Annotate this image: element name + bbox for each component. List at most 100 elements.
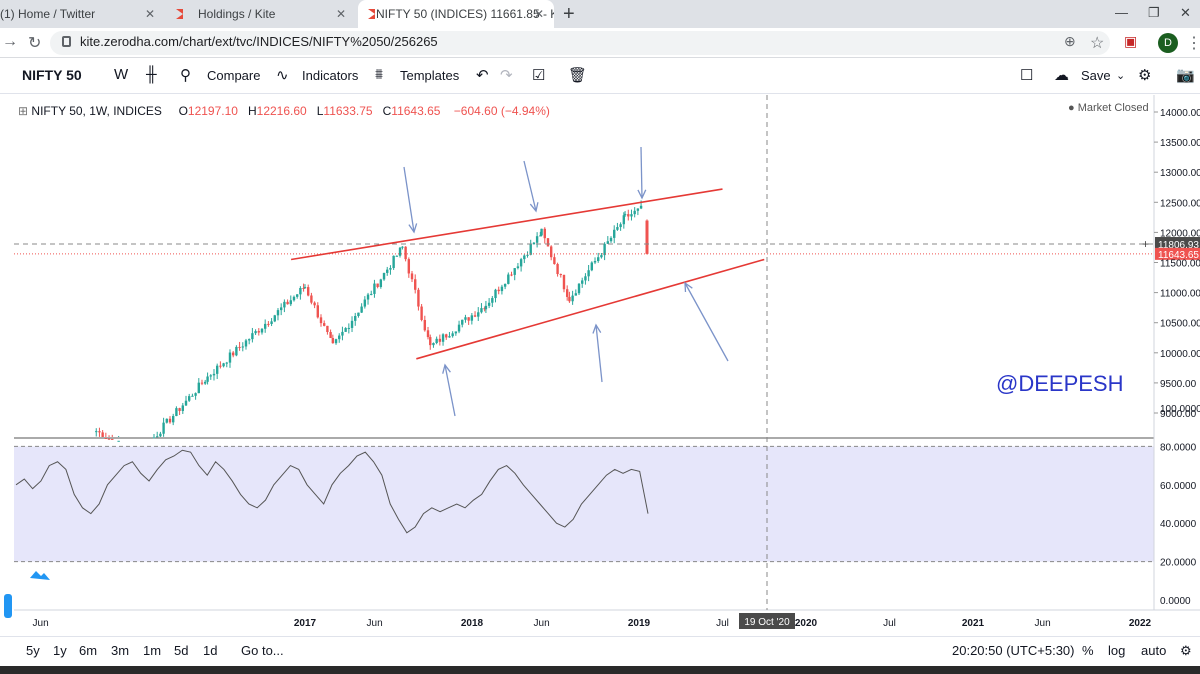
candle <box>480 308 483 313</box>
checkbox-icon[interactable]: ☑ <box>532 67 546 84</box>
reload-icon[interactable]: ↻ <box>28 35 42 52</box>
bookmark-star-icon[interactable]: ☆ <box>1090 35 1105 52</box>
templates-icon[interactable]: ⩩ <box>375 66 384 83</box>
browser-tab-nifty[interactable]: NIFTY 50 (INDICES) 11661.85 - Ki ✕ <box>358 0 554 28</box>
close-icon[interactable]: ✕ <box>144 7 155 21</box>
redo-icon[interactable]: ↷ <box>500 67 513 84</box>
new-tab-icon[interactable]: + <box>563 3 575 25</box>
close-window-icon[interactable]: ✕ <box>1180 5 1191 20</box>
candle <box>276 310 280 316</box>
templates-button[interactable]: Templates <box>400 68 460 83</box>
crosshair-price-label: 11806.93 <box>1158 240 1199 251</box>
settings-gear-icon[interactable]: ⚙ <box>1180 643 1192 658</box>
camera-icon[interactable]: 📷 <box>1176 67 1195 84</box>
candle <box>395 255 399 257</box>
close-icon[interactable]: ✕ <box>533 7 544 21</box>
annotation-arrow[interactable] <box>523 160 537 212</box>
legend-title: NIFTY 50, 1W, INDICES <box>31 104 162 118</box>
candle <box>577 283 581 294</box>
time-tick-label: Jul <box>716 618 729 629</box>
candle <box>283 301 286 308</box>
price-tick-label: 12500.00 <box>1160 198 1200 209</box>
side-panel-handle[interactable] <box>4 594 12 618</box>
candle <box>392 255 395 269</box>
candle <box>156 436 159 438</box>
url-text[interactable]: kite.zerodha.com/chart/ext/tvc/INDICES/N… <box>80 34 438 49</box>
omnibox[interactable] <box>50 31 1110 55</box>
goto-button[interactable]: Go to... <box>241 643 284 658</box>
annotation-arrow-head <box>592 323 602 334</box>
candle <box>98 431 101 433</box>
interval-button[interactable]: W <box>114 66 129 83</box>
upper-channel-trendline[interactable] <box>290 188 723 261</box>
candle <box>398 247 402 256</box>
indicators-icon[interactable]: ∿ <box>276 67 289 84</box>
candle <box>435 338 438 344</box>
minimize-icon[interactable]: — <box>1115 5 1128 20</box>
avatar[interactable]: D <box>1158 33 1178 53</box>
candle <box>286 301 289 305</box>
range-6m[interactable]: 6m <box>79 643 98 658</box>
indicators-button[interactable]: Indicators <box>302 68 359 83</box>
compare-button[interactable]: Compare <box>207 68 261 83</box>
candle <box>622 215 626 225</box>
log-toggle[interactable]: log <box>1108 643 1126 658</box>
candle <box>532 242 536 245</box>
crosshair-plus-icon[interactable]: + <box>1142 237 1149 251</box>
restore-icon[interactable]: ❐ <box>1148 5 1160 20</box>
price-tick-label: 13000.00 <box>1160 168 1200 179</box>
price-tick-label: 13500.00 <box>1160 138 1200 149</box>
range-5y[interactable]: 5y <box>26 643 40 658</box>
range-5d[interactable]: 5d <box>174 643 189 658</box>
save-button[interactable]: Save <box>1081 68 1111 83</box>
compare-icon[interactable]: ⚲ <box>180 67 191 84</box>
layout-icon[interactable]: ☐ <box>1020 67 1034 84</box>
last-price-label: 11643.65 <box>1158 250 1199 261</box>
gear-icon[interactable]: ⚙ <box>1138 67 1152 84</box>
range-1m[interactable]: 1m <box>143 643 162 658</box>
candle <box>553 257 556 265</box>
candles-icon[interactable]: ╫ <box>146 66 157 83</box>
candle <box>483 308 486 310</box>
close-icon[interactable]: ✕ <box>335 7 346 21</box>
undo-icon[interactable]: ↶ <box>476 67 489 84</box>
extension-icon[interactable]: ▣ <box>1124 33 1138 49</box>
annotation-arrow[interactable] <box>595 324 603 383</box>
candle <box>500 286 504 292</box>
legend-toggle-icon[interactable]: ⊞ <box>18 104 29 118</box>
candle <box>568 296 571 302</box>
candle <box>241 346 244 348</box>
chevron-down-icon[interactable]: ⌄ <box>1116 70 1126 82</box>
lower-channel-trendline[interactable] <box>416 258 765 360</box>
candle <box>111 438 114 440</box>
percent-toggle[interactable]: % <box>1082 643 1094 658</box>
candle <box>331 338 335 344</box>
annotation-arrow[interactable] <box>444 364 456 417</box>
browser-tab-holdings[interactable]: Holdings / Kite ✕ <box>166 0 356 28</box>
candle <box>251 333 254 340</box>
forward-icon[interactable]: → <box>2 33 18 50</box>
kite-logo-icon <box>176 9 190 19</box>
range-1y[interactable]: 1y <box>53 643 67 658</box>
candle <box>206 376 209 382</box>
candle <box>539 235 542 237</box>
browser-tab-twitter[interactable]: (1) Home / Twitter ✕ <box>0 0 165 28</box>
cloud-icon[interactable]: ☁ <box>1054 67 1069 84</box>
annotation-arrow[interactable] <box>684 282 729 362</box>
annotation-arrow[interactable] <box>403 166 415 233</box>
zoom-icon[interactable]: ⊕ <box>1064 33 1076 49</box>
menu-dots-icon[interactable]: ⋮ <box>1186 35 1200 52</box>
candle <box>197 382 200 394</box>
auto-toggle[interactable]: auto <box>1141 643 1167 658</box>
symbol-name[interactable]: NIFTY 50 <box>22 67 82 83</box>
range-3m[interactable]: 3m <box>111 643 130 658</box>
annotation-arrow[interactable] <box>640 146 643 199</box>
time-tick-label: 2020 <box>795 618 818 629</box>
trash-icon[interactable]: 🗑 <box>568 67 588 84</box>
candle <box>540 228 543 236</box>
candle <box>503 283 507 287</box>
range-1d[interactable]: 1d <box>203 643 218 658</box>
candle <box>228 352 232 363</box>
tab-label: Holdings / Kite <box>198 7 276 21</box>
